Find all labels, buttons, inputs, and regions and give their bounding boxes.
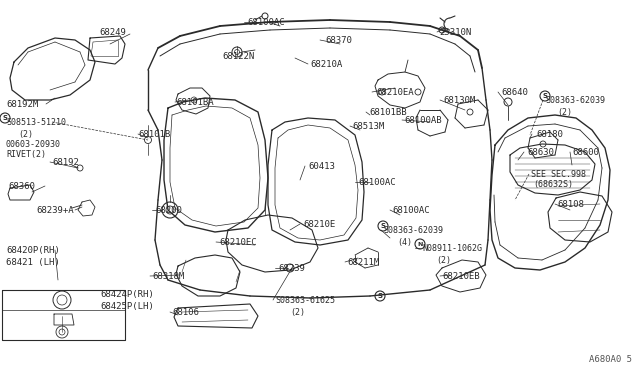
Text: S: S (3, 115, 8, 121)
Text: 68210E: 68210E (303, 220, 335, 229)
Text: 00603-20930: 00603-20930 (6, 140, 61, 149)
Text: 68420P(RH): 68420P(RH) (6, 246, 60, 255)
Text: 68210EC: 68210EC (219, 238, 257, 247)
Text: 68100AC: 68100AC (247, 18, 285, 27)
Text: 68421 (LH): 68421 (LH) (6, 258, 60, 267)
Text: 68100AC: 68100AC (392, 206, 429, 215)
Text: (4): (4) (397, 238, 412, 247)
Text: A680A0 5: A680A0 5 (589, 355, 632, 364)
Text: 68210A: 68210A (310, 60, 342, 69)
Text: S: S (381, 223, 385, 229)
Text: 68101BA: 68101BA (176, 98, 214, 107)
Text: 68211M: 68211M (347, 258, 380, 267)
Text: 68239: 68239 (278, 264, 305, 273)
Text: 68106: 68106 (172, 308, 199, 317)
Text: S: S (378, 293, 383, 299)
Text: (2): (2) (557, 108, 572, 117)
Text: 68249: 68249 (99, 28, 126, 37)
Text: 68370: 68370 (325, 36, 352, 45)
Text: 68239+A: 68239+A (36, 206, 74, 215)
Text: 68513M: 68513M (352, 122, 384, 131)
Text: 68630: 68630 (527, 148, 554, 157)
Text: 68425P(LH): 68425P(LH) (100, 302, 154, 311)
Text: S08363-61625: S08363-61625 (275, 296, 335, 305)
Text: RIVET(2): RIVET(2) (6, 150, 46, 159)
Text: N: N (417, 241, 422, 247)
Text: 68130M: 68130M (443, 96, 476, 105)
Text: 68101B: 68101B (138, 130, 170, 139)
Text: 68318M: 68318M (152, 272, 184, 281)
Text: 68210EA: 68210EA (376, 88, 413, 97)
Text: 60413: 60413 (308, 162, 335, 171)
Text: S08363-62039: S08363-62039 (545, 96, 605, 105)
Text: 68640: 68640 (501, 88, 528, 97)
Text: 68101BB: 68101BB (369, 108, 406, 117)
Text: S: S (543, 93, 547, 99)
Text: 68600: 68600 (572, 148, 599, 157)
Text: 68424P(RH): 68424P(RH) (100, 290, 154, 299)
Text: 68200: 68200 (155, 206, 182, 215)
Text: (2): (2) (436, 256, 451, 265)
Text: 68210EB: 68210EB (442, 272, 479, 281)
Text: 68100AC: 68100AC (358, 178, 396, 187)
Text: 68108: 68108 (557, 200, 584, 209)
Text: S08363-62039: S08363-62039 (383, 226, 443, 235)
Text: (2): (2) (18, 130, 33, 139)
Text: (2): (2) (290, 308, 305, 317)
Text: 68100AB: 68100AB (404, 116, 442, 125)
Text: S08513-51210: S08513-51210 (6, 118, 66, 127)
Text: 68360: 68360 (8, 182, 35, 191)
Text: 25310N: 25310N (439, 28, 471, 37)
Text: SEE SEC.998: SEE SEC.998 (531, 170, 586, 179)
Text: 68192: 68192 (52, 158, 79, 167)
Text: 68180: 68180 (536, 130, 563, 139)
Text: N08911-1062G: N08911-1062G (422, 244, 482, 253)
Text: 68122N: 68122N (222, 52, 254, 61)
Text: 68192M: 68192M (6, 100, 38, 109)
Text: (68632S): (68632S) (533, 180, 573, 189)
